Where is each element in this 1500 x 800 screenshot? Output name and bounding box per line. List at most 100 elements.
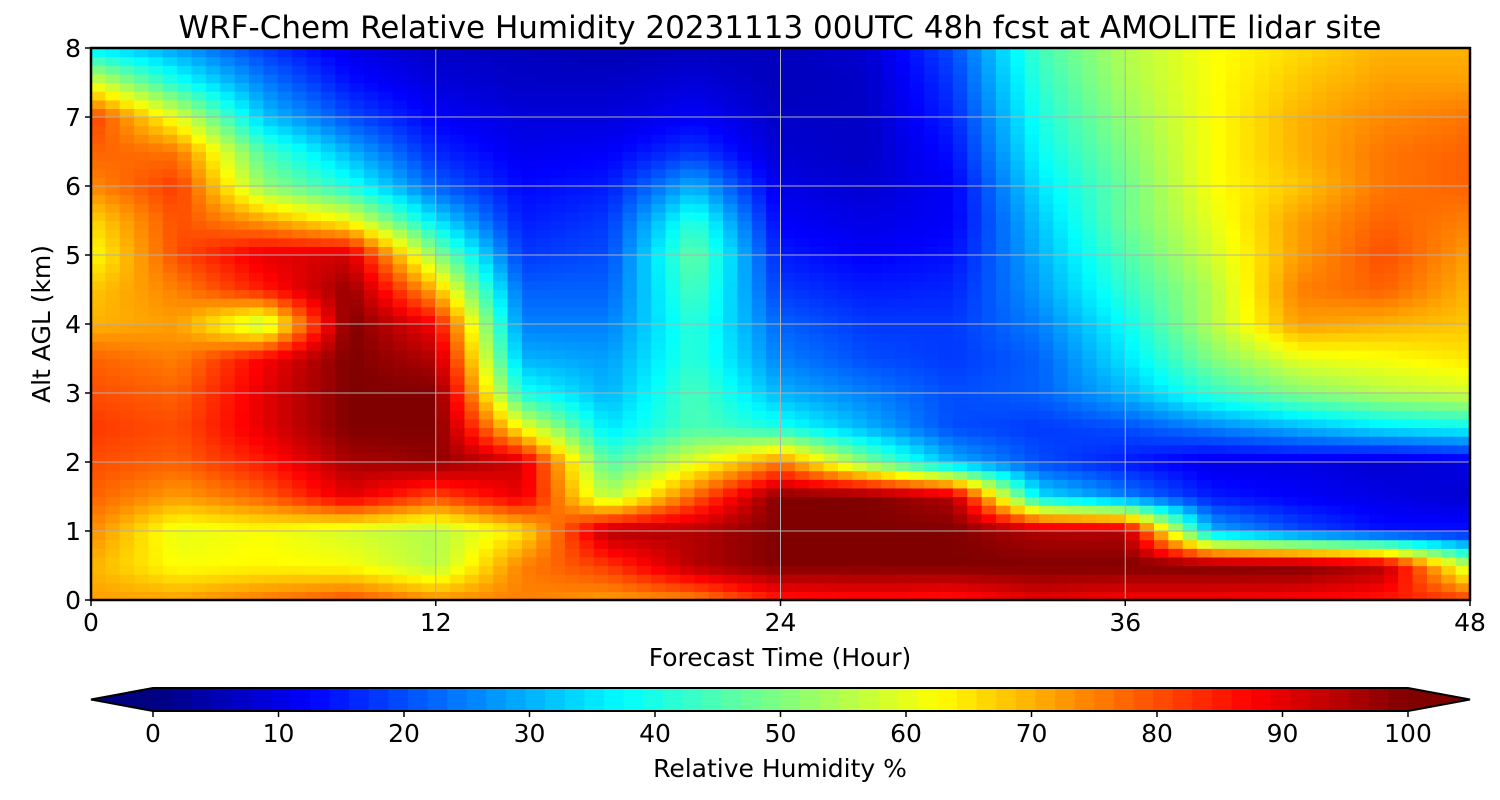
heatmap-cell [1053, 168, 1069, 178]
heatmap-cell [1455, 186, 1471, 196]
heatmap-cell [1254, 410, 1270, 420]
heatmap-cell [952, 151, 968, 161]
heatmap-cell [1240, 332, 1256, 342]
heatmap-cell [1039, 410, 1055, 420]
heatmap-cell [493, 237, 509, 247]
heatmap-cell [895, 306, 911, 316]
heatmap-cell [1010, 582, 1026, 592]
heatmap-cell [881, 280, 897, 291]
heatmap-cell [119, 237, 135, 247]
heatmap-cell [378, 418, 394, 429]
heatmap-cell [407, 384, 422, 394]
heatmap-cell [565, 531, 580, 541]
heatmap-cell [1426, 298, 1442, 308]
heatmap-cell [105, 315, 121, 325]
heatmap-cell [1340, 496, 1356, 506]
heatmap-cell [536, 349, 552, 360]
heatmap-cell [378, 203, 394, 213]
heatmap-cell [105, 393, 121, 403]
heatmap-cell [1168, 375, 1184, 385]
heatmap-cell [1182, 194, 1198, 204]
heatmap-cell [909, 168, 925, 178]
heatmap-cell [665, 151, 681, 161]
heatmap-cell [766, 341, 782, 351]
heatmap-cell [493, 358, 509, 368]
heatmap-cell [507, 487, 523, 498]
heatmap-cell [435, 246, 451, 256]
heatmap-cell [1082, 556, 1098, 567]
heatmap-cell [148, 479, 164, 489]
heatmap-cell [292, 203, 308, 213]
heatmap-cell [823, 272, 839, 282]
heatmap-cell [134, 548, 150, 558]
heatmap-cell [1024, 177, 1040, 187]
heatmap-cell [105, 168, 121, 178]
heatmap-cell [263, 168, 279, 178]
heatmap-cell [1311, 332, 1327, 342]
heatmap-cell [1240, 505, 1256, 515]
heatmap-cell [579, 539, 595, 549]
heatmap-cell [1441, 427, 1457, 437]
heatmap-cell [464, 220, 480, 230]
heatmap-cell [1240, 229, 1256, 239]
heatmap-cell [622, 505, 638, 515]
heatmap-cell [1426, 332, 1442, 342]
heatmap-cell [1010, 574, 1026, 584]
heatmap-cell [1096, 237, 1112, 247]
heatmap-cell [1139, 384, 1155, 394]
heatmap-cell [1240, 522, 1256, 532]
heatmap-cell [1369, 401, 1385, 411]
heatmap-cell [708, 548, 724, 558]
heatmap-cell [1197, 246, 1213, 256]
heatmap-cell [1412, 565, 1428, 575]
heatmap-cell [1110, 341, 1126, 351]
heatmap-cell [1268, 229, 1284, 239]
heatmap-cell [134, 194, 150, 204]
heatmap-cell [895, 272, 911, 282]
heatmap-cell [938, 539, 954, 549]
heatmap-cell [1297, 298, 1313, 308]
heatmap-cell [1369, 410, 1385, 420]
heatmap-cell [723, 375, 738, 385]
heatmap-cell [1355, 341, 1371, 351]
heatmap-cell [1197, 591, 1213, 601]
heatmap-cell [952, 462, 968, 472]
heatmap-cell [1110, 168, 1126, 178]
heatmap-cell [1340, 160, 1356, 170]
heatmap-cell [665, 160, 681, 170]
heatmap-cell [478, 496, 494, 506]
heatmap-cell [234, 151, 250, 161]
heatmap-cell [723, 349, 738, 360]
heatmap-cell [1254, 505, 1270, 515]
heatmap-cell [1082, 487, 1098, 498]
heatmap-cell [751, 306, 767, 316]
heatmap-cell [766, 427, 782, 437]
heatmap-cell [837, 531, 853, 541]
heatmap-cell [464, 462, 480, 472]
heatmap-cell [593, 513, 609, 523]
heatmap-cell [91, 548, 106, 558]
heatmap-cell [550, 462, 566, 472]
heatmap-cell [708, 565, 724, 575]
heatmap-cell [148, 332, 164, 342]
heatmap-cell [780, 401, 796, 411]
heatmap-cell [292, 487, 308, 498]
heatmap-cell [1268, 574, 1284, 584]
heatmap-cell [924, 565, 940, 575]
heatmap-cell [536, 565, 552, 575]
heatmap-cell [881, 462, 897, 472]
heatmap-cell [521, 384, 537, 394]
heatmap-cell [148, 582, 164, 592]
heatmap-cell [852, 513, 868, 523]
heatmap-cell [794, 211, 810, 222]
heatmap-cell [1412, 505, 1428, 515]
heatmap-cell [1412, 513, 1428, 523]
heatmap-cell [220, 160, 236, 170]
heatmap-cell [1311, 168, 1327, 178]
heatmap-cell [349, 418, 365, 429]
heatmap-cell [1326, 289, 1342, 299]
heatmap-cell [148, 401, 164, 411]
heatmap-cell [1311, 315, 1327, 325]
heatmap-cell [1182, 220, 1198, 230]
heatmap-cell [493, 436, 509, 446]
